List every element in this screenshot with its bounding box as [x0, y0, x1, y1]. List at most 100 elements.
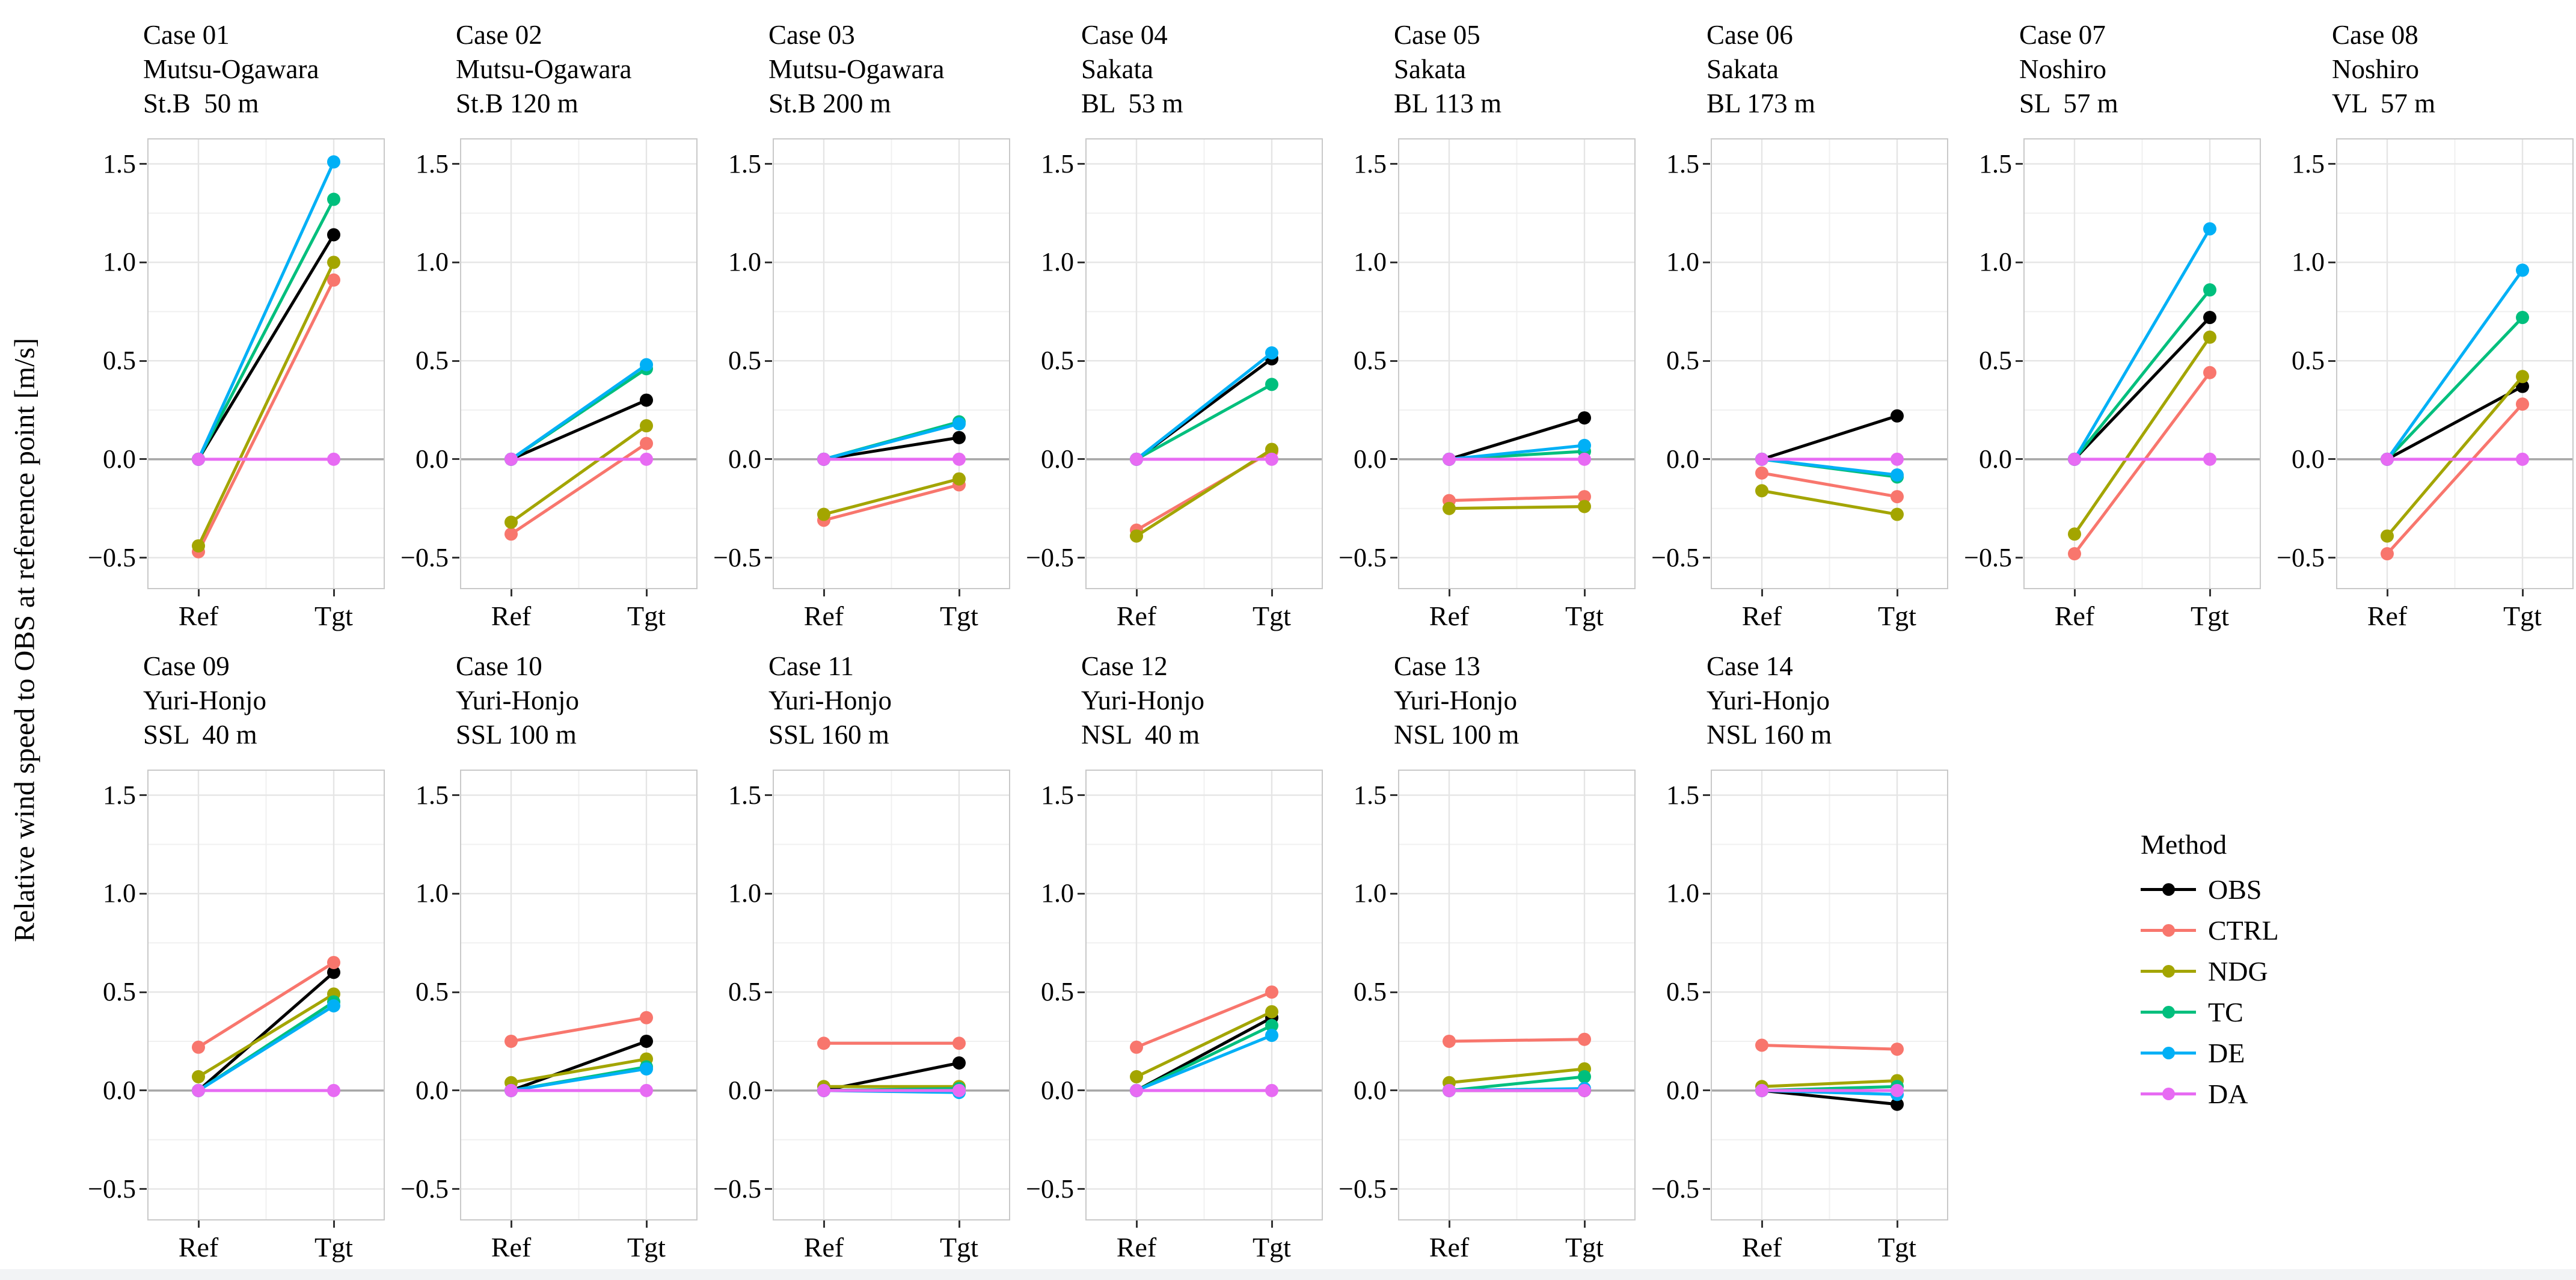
x-tick-label: Tgt: [2503, 601, 2542, 631]
x-tick-label: Ref: [803, 1232, 844, 1263]
legend-label: DA: [2208, 1078, 2248, 1109]
y-tick-label: 0.0: [1666, 1075, 1699, 1105]
x-tick-label: Tgt: [940, 1232, 978, 1263]
y-tick-mark: [1390, 1089, 1397, 1092]
data-point-marker: [952, 1083, 966, 1097]
y-tick-label: −0.5: [713, 542, 761, 572]
y-tick-label: 1.0: [728, 878, 761, 908]
y-tick-mark: [1078, 1188, 1085, 1190]
x-tick-label: Tgt: [627, 1232, 666, 1263]
plot-area: [1085, 770, 1323, 1220]
y-tick-label: 1.5: [2292, 149, 2325, 179]
data-point-marker: [192, 1070, 205, 1083]
data-point-marker: [1755, 1038, 1768, 1052]
series-DA: [504, 1083, 653, 1097]
y-tick-mark: [452, 991, 459, 993]
series-DA: [1443, 452, 1591, 466]
y-tick-mark: [1078, 1089, 1085, 1092]
legend-label: OBS: [2208, 874, 2262, 905]
y-tick-label: 0.0: [728, 1075, 761, 1105]
plot-area: [1398, 138, 1636, 589]
legend-label: TC: [2208, 996, 2243, 1027]
legend: Method OBS CTRL NDG TC DE DA: [2141, 828, 2279, 1114]
y-tick-label: 1.0: [1666, 247, 1699, 277]
data-point-marker: [504, 452, 518, 466]
y-tick-label: 1.5: [103, 149, 136, 179]
x-tick-mark: [2386, 589, 2388, 596]
y-tick-label: 1.5: [1979, 149, 2012, 179]
x-tick-label: Tgt: [1878, 1232, 1916, 1263]
y-tick-label: −0.5: [713, 1174, 761, 1204]
data-point-marker: [1265, 452, 1278, 466]
x-tick-mark: [958, 589, 960, 596]
data-point-marker: [2516, 397, 2529, 411]
x-tick-mark: [1448, 589, 1450, 596]
legend-swatch-dot: [2162, 883, 2175, 896]
legend-swatch-dot: [2162, 1047, 2175, 1059]
data-point-marker: [1265, 346, 1278, 360]
data-point-marker: [640, 452, 653, 466]
plot-area: [1085, 138, 1323, 589]
x-tick-mark: [1583, 1220, 1586, 1228]
y-tick-label: 0.0: [1041, 1075, 1074, 1105]
x-tick-mark: [2073, 589, 2076, 596]
plot-area: [147, 138, 385, 589]
plot-area: [773, 138, 1010, 589]
y-tick-mark: [2328, 557, 2335, 559]
y-tick-label: 0.0: [103, 1075, 136, 1105]
y-tick-mark: [140, 1089, 147, 1092]
y-tick-label: 1.0: [416, 878, 449, 908]
data-point-marker: [1443, 1083, 1456, 1097]
series-CTRL: [817, 1037, 966, 1050]
y-tick-label: −0.5: [2277, 542, 2325, 572]
y-tick-label: −0.5: [1339, 1174, 1387, 1204]
data-point-marker: [1265, 442, 1278, 456]
panel-case-07: Case 07 Noshiro SL 57 m 1.5 1.0 0.5 0.0 −0.5 R…: [1948, 18, 2261, 646]
y-tick-mark: [765, 1089, 772, 1092]
data-point-marker: [1130, 452, 1143, 466]
data-point-marker: [640, 393, 653, 407]
x-tick-label: Ref: [2367, 601, 2408, 631]
y-tick-label: 0.5: [1666, 346, 1699, 376]
y-tick-mark: [140, 163, 147, 165]
y-tick-label: 1.5: [728, 780, 761, 810]
y-tick-mark: [140, 991, 147, 993]
y-tick-mark: [2328, 163, 2335, 165]
data-point-marker: [1265, 1029, 1278, 1043]
data-point-marker: [327, 1083, 340, 1097]
series-DA: [504, 452, 653, 466]
data-point-marker: [1891, 452, 1904, 466]
panel-case-14: Case 14 Yuri-Honjo NSL 160 m 1.5 1.0 0.5 0.0…: [1636, 649, 1948, 1278]
y-tick-label: 1.5: [1041, 780, 1074, 810]
series-DA: [192, 452, 340, 466]
data-point-marker: [1130, 1040, 1143, 1054]
x-tick-mark: [333, 1220, 335, 1228]
legend-swatch-dot: [2162, 1006, 2175, 1018]
series-DA: [2068, 452, 2216, 466]
y-tick-label: 0.0: [728, 444, 761, 474]
y-tick-label: 1.0: [1354, 247, 1387, 277]
data-point-marker: [327, 452, 340, 466]
y-tick-label: 0.5: [1041, 346, 1074, 376]
panel-title: Case 01 Mutsu-Ogawara St.B 50 m: [143, 20, 319, 118]
y-tick-mark: [452, 1188, 459, 1190]
data-point-marker: [952, 430, 966, 444]
y-tick-label: −0.5: [88, 1174, 136, 1204]
data-point-marker: [640, 1011, 653, 1024]
legend-line-dot-swatch: [2141, 1086, 2196, 1101]
data-point-marker: [1891, 1043, 1904, 1056]
y-tick-mark: [765, 458, 772, 461]
y-tick-label: 1.0: [416, 247, 449, 277]
data-point-marker: [1443, 501, 1456, 515]
y-tick-label: 0.5: [728, 346, 761, 376]
x-tick-mark: [510, 589, 512, 596]
y-tick-label: −0.5: [1026, 542, 1074, 572]
x-tick-label: Tgt: [2191, 601, 2229, 631]
panel-case-03: Case 03 Mutsu-Ogawara St.B 200 m 1.5 1.0 0.…: [698, 18, 1010, 646]
series-NDG: [1130, 442, 1278, 543]
legend-entries: OBS CTRL NDG TC DE DA: [2141, 869, 2279, 1114]
x-tick-label: Ref: [491, 601, 532, 631]
y-tick-mark: [140, 458, 147, 461]
legend-line-dot-swatch: [2141, 1005, 2196, 1019]
data-point-marker: [2381, 452, 2394, 466]
